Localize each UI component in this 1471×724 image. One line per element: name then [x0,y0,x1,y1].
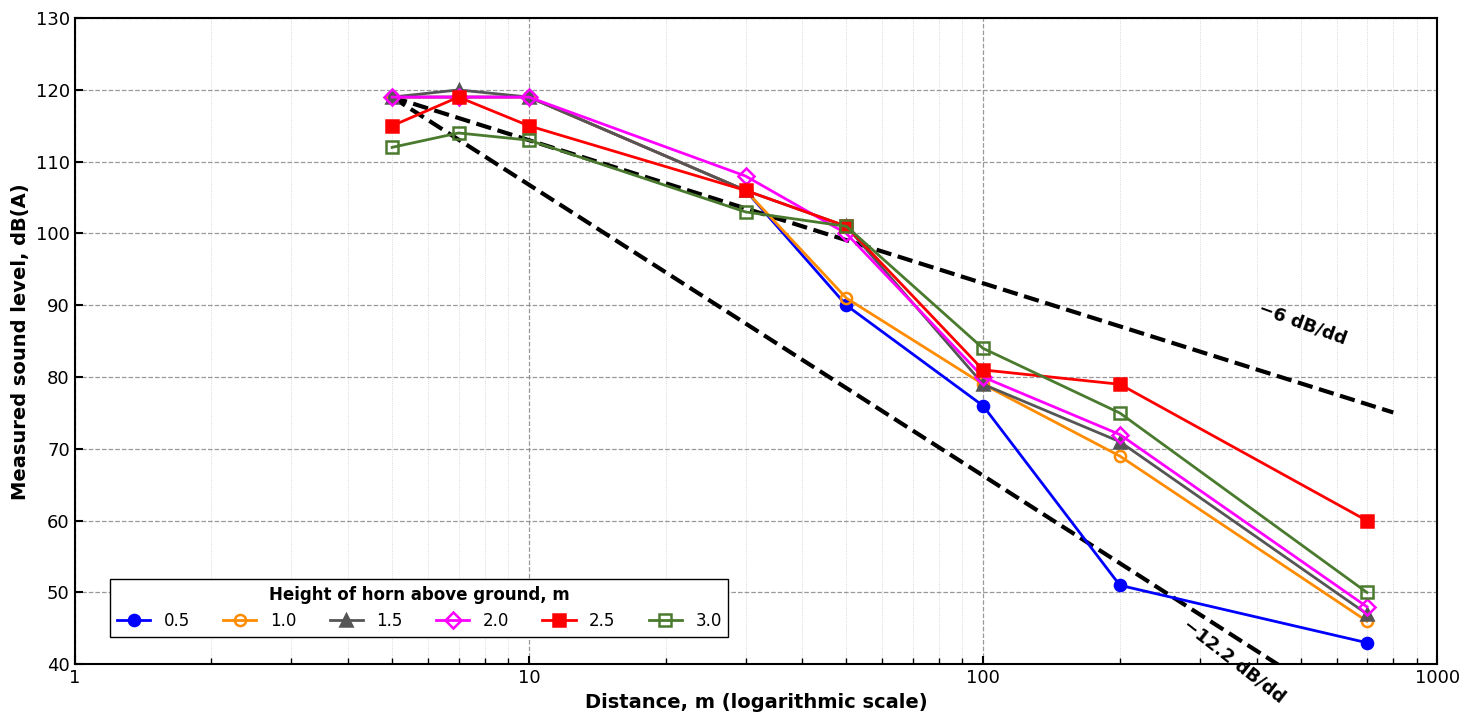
2.5 [1111,380,1128,389]
Line: 1.5: 1.5 [387,85,1372,620]
Text: −12.2 dB/dd: −12.2 dB/dd [1180,615,1289,706]
2.0 [521,93,538,101]
Line: 2.0: 2.0 [387,91,1372,613]
X-axis label: Distance, m (logarithmic scale): Distance, m (logarithmic scale) [584,693,927,712]
2.0 [1358,602,1375,611]
0.5 [974,402,991,411]
1.0 [737,186,755,195]
Line: 1.0: 1.0 [387,91,1372,627]
2.0 [974,373,991,382]
1.5 [384,93,402,101]
0.5 [1358,639,1375,647]
2.5 [384,122,402,130]
Legend: 0.5, 1.0, 1.5, 2.0, 2.5, 3.0: 0.5, 1.0, 1.5, 2.0, 2.5, 3.0 [110,579,728,636]
0.5 [1111,581,1128,589]
2.5 [1358,516,1375,525]
2.5 [737,186,755,195]
1.0 [974,380,991,389]
2.0 [737,172,755,180]
1.0 [384,93,402,101]
Text: −6 dB/dd: −6 dB/dd [1256,299,1349,348]
3.0 [521,136,538,145]
2.5 [521,122,538,130]
3.0 [1358,588,1375,597]
3.0 [974,344,991,353]
Y-axis label: Measured sound level, dB(A): Measured sound level, dB(A) [12,183,29,500]
1.0 [837,294,855,303]
2.5 [450,93,468,101]
0.5 [384,93,402,101]
Line: 2.5: 2.5 [387,91,1372,526]
2.0 [1111,430,1128,439]
3.0 [737,208,755,216]
Line: 3.0: 3.0 [387,127,1372,598]
1.5 [521,93,538,101]
1.5 [450,85,468,94]
1.5 [1358,610,1375,618]
0.5 [837,301,855,310]
0.5 [737,186,755,195]
1.0 [1111,452,1128,460]
2.0 [384,93,402,101]
3.0 [837,222,855,231]
1.5 [974,380,991,389]
1.5 [737,186,755,195]
1.5 [1111,437,1128,446]
1.0 [450,93,468,101]
2.0 [837,230,855,238]
1.0 [521,93,538,101]
3.0 [384,143,402,152]
0.5 [450,93,468,101]
2.5 [974,366,991,374]
1.0 [1358,617,1375,626]
1.5 [837,222,855,231]
Line: 0.5: 0.5 [387,91,1372,648]
3.0 [1111,408,1128,417]
3.0 [450,129,468,138]
0.5 [521,93,538,101]
2.5 [837,222,855,231]
2.0 [450,93,468,101]
